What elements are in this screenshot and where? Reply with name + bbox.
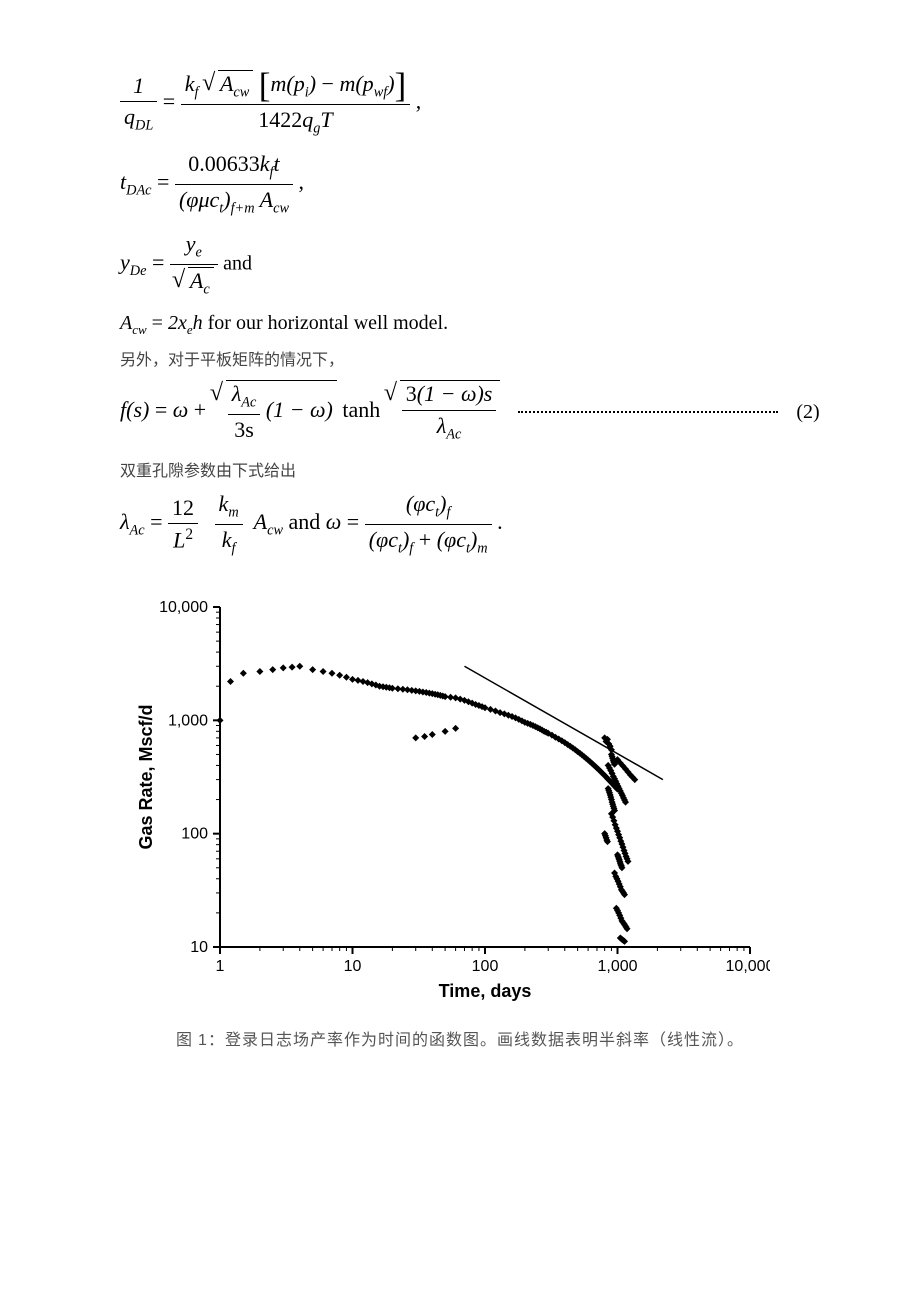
body-text-2: 双重孔隙参数由下式给出 [120, 457, 820, 481]
svg-text:10,000: 10,000 [726, 958, 770, 975]
eq1-lhs-den: q [124, 104, 135, 129]
equation-1: 1 qDL = kf Acw [m(pi) − m(pwf)] 1422qgT … [120, 70, 820, 137]
svg-text:100: 100 [472, 958, 499, 975]
scatter-chart: 1 10 100 1,000 10,000 10 100 1,000 10,000 Time, d… [130, 587, 770, 1007]
equation-4: Acw = 2xeh for our horizontal well model… [120, 312, 820, 338]
svg-text:10: 10 [344, 958, 362, 975]
svg-text:Gas Rate, Mscf/d: Gas Rate, Mscf/d [136, 705, 156, 850]
equation-number: (2) [796, 400, 819, 424]
eq1-lhs-num: 1 [133, 73, 144, 98]
svg-text:Time, days: Time, days [439, 981, 532, 1001]
svg-text:100: 100 [181, 826, 208, 843]
svg-text:1: 1 [216, 958, 225, 975]
svg-text:10: 10 [190, 939, 208, 956]
equation-5: f(s) = ω + λAc 3s (1 − ω) tanh 3(1 − ω)s… [120, 380, 820, 443]
figure-1-chart: 1 10 100 1,000 10,000 10 100 1,000 10,000 Time, d… [130, 587, 820, 1012]
svg-text:1,000: 1,000 [168, 713, 208, 730]
figure-caption: 图 1：登录日志场产率作为时间的函数图。画线数据表明半斜率（线性流）。 [100, 1026, 820, 1050]
equation-3: yDe = ye Ac and [120, 231, 820, 298]
equation-2: tDAc = 0.00633kft (φμct)f+m Acw , [120, 151, 820, 217]
equation-6: λAc = 12 L2 km kf Acw and ω = (φct)f (φc… [120, 491, 820, 557]
svg-text:10,000: 10,000 [159, 599, 208, 616]
svg-text:1,000: 1,000 [597, 958, 637, 975]
body-text-1: 另外，对于平板矩阵的情况下， [120, 346, 820, 370]
